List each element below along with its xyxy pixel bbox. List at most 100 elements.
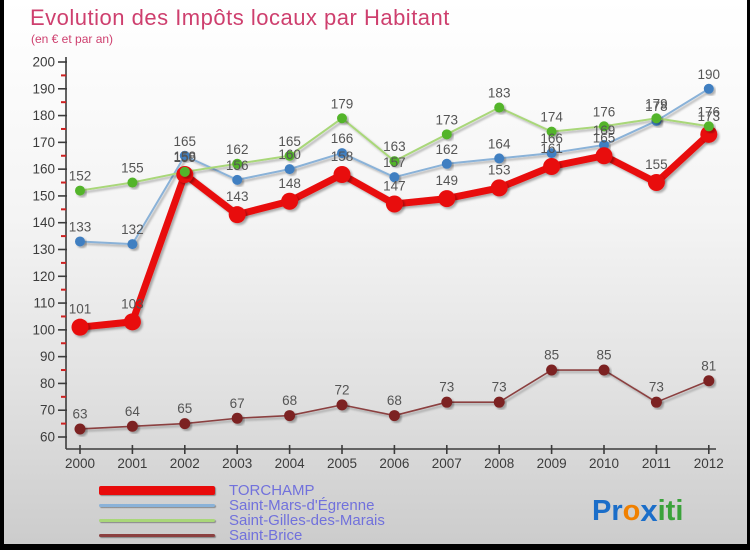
data-point-label: 166 — [331, 131, 354, 146]
data-point — [385, 195, 403, 213]
page-title: Evolution des Impôts locaux par Habitant — [30, 5, 450, 30]
data-point — [284, 164, 295, 175]
data-point-label: 68 — [387, 393, 402, 408]
y-axis-label: 130 — [32, 242, 55, 257]
data-point — [281, 192, 299, 210]
data-point — [126, 420, 138, 432]
data-point-label: 103 — [121, 296, 144, 311]
y-axis-label: 100 — [32, 322, 55, 337]
data-point-label: 169 — [593, 123, 616, 138]
legend-swatch — [99, 519, 215, 522]
data-point-label: 157 — [383, 155, 406, 170]
data-point — [71, 318, 89, 336]
logo-letters: iti — [657, 495, 684, 527]
data-point — [546, 148, 557, 159]
legend-swatch — [99, 504, 215, 507]
data-point — [123, 313, 141, 331]
legend-label: Saint-Gilles-des-Marais — [229, 512, 385, 529]
data-point-label: 101 — [69, 302, 92, 317]
data-point — [389, 156, 400, 167]
data-point-label: 155 — [121, 161, 144, 176]
data-point-label: 162 — [436, 142, 459, 157]
data-point-label: 165 — [278, 134, 301, 149]
data-point — [441, 158, 452, 169]
data-point — [179, 150, 190, 161]
data-point-label: 179 — [331, 96, 354, 111]
data-point-label: 173 — [436, 112, 459, 127]
x-axis-label: 2005 — [327, 456, 357, 471]
data-point — [647, 174, 665, 192]
legend-row: Saint-Brice — [99, 528, 385, 543]
title-block: Evolution des Impôts locaux par Habitant… — [30, 5, 450, 46]
data-point — [703, 121, 714, 132]
x-axis-label: 2011 — [642, 456, 671, 471]
data-point — [389, 172, 400, 183]
data-point-label: 176 — [698, 104, 721, 119]
legend-swatch — [99, 486, 215, 495]
data-point — [337, 113, 347, 124]
y-axis-label: 110 — [33, 296, 55, 311]
data-point — [700, 125, 718, 143]
data-point-label: 164 — [488, 136, 511, 151]
legend-label: Saint-Brice — [229, 527, 303, 544]
data-point-label: 166 — [540, 131, 563, 146]
data-point — [650, 396, 662, 408]
x-axis-label: 2012 — [694, 456, 724, 471]
data-point — [75, 185, 85, 196]
data-point-label: 73 — [439, 380, 454, 395]
data-point — [232, 158, 243, 169]
y-axis-label: 200 — [32, 55, 55, 70]
y-axis-label: 190 — [32, 81, 55, 96]
y-axis-label: 170 — [32, 135, 55, 150]
y-axis-label: 160 — [32, 162, 55, 177]
data-point — [284, 410, 296, 422]
data-point-label: 65 — [177, 401, 192, 416]
line-chart-canvas: 60 70 80 90 100 110 120 130 140 150 160 170 180 190 20… — [32, 55, 724, 472]
data-point — [441, 129, 452, 140]
y-axis-label: 80 — [40, 376, 55, 391]
data-point-label: 159 — [174, 150, 197, 165]
x-axis-label: 2009 — [537, 456, 567, 471]
data-point — [493, 396, 505, 408]
data-point — [232, 174, 243, 185]
data-point — [651, 113, 662, 124]
data-point-label: 176 — [593, 104, 616, 119]
data-point — [231, 412, 243, 424]
data-point-label: 190 — [698, 67, 721, 82]
data-point — [595, 147, 613, 165]
data-point-label: 179 — [645, 96, 668, 111]
legend-label: Saint-Mars-d'Égrenne — [229, 497, 375, 514]
data-point — [543, 157, 561, 175]
data-point — [179, 418, 191, 430]
data-point — [703, 375, 715, 387]
data-point — [336, 399, 348, 411]
x-axis-label: 2004 — [275, 456, 306, 471]
data-point — [703, 83, 714, 94]
data-point-label: 163 — [383, 139, 406, 154]
data-point — [494, 102, 505, 113]
data-point — [599, 121, 609, 132]
data-point — [284, 150, 295, 161]
data-point-label: 174 — [540, 110, 563, 125]
data-point-label: 173 — [698, 109, 721, 124]
data-point-label: 64 — [125, 404, 141, 419]
data-point — [438, 190, 456, 208]
data-point-label: 72 — [334, 382, 349, 397]
data-point-label: 153 — [488, 162, 511, 177]
data-point-label: 156 — [226, 158, 249, 173]
legend-swatch — [99, 534, 215, 537]
data-point-label: 147 — [383, 178, 406, 193]
y-axis-label: 60 — [40, 430, 55, 445]
data-point-label: 63 — [72, 406, 87, 421]
data-point-label: 165 — [593, 130, 616, 145]
x-axis-label: 2000 — [65, 456, 95, 471]
y-axis-label: 140 — [32, 215, 55, 230]
data-point-label: 148 — [278, 176, 301, 191]
data-point-label: 149 — [436, 173, 459, 188]
data-point — [228, 206, 246, 224]
x-axis-label: 2010 — [589, 456, 619, 471]
logo-letters: Pr — [592, 495, 623, 527]
data-point-label: 73 — [649, 380, 664, 395]
data-point — [127, 177, 138, 188]
